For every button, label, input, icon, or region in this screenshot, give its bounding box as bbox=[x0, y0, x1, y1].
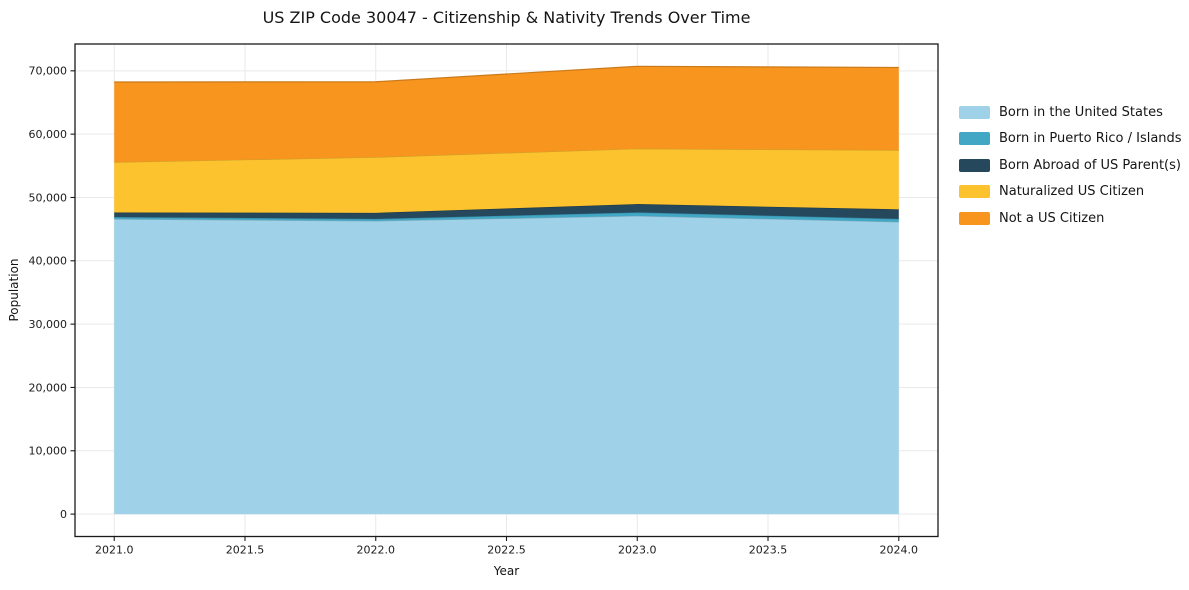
y-tick-label: 70,000 bbox=[29, 65, 68, 78]
legend-swatch-icon bbox=[959, 132, 990, 146]
legend: Born in the United States Born in Puerto … bbox=[959, 99, 1182, 232]
area-series-4-edge bbox=[114, 65, 899, 83]
x-axis-label: Year bbox=[493, 564, 520, 578]
legend-item-0: Born in the United States bbox=[959, 99, 1182, 126]
y-tick-label: 50,000 bbox=[29, 191, 68, 204]
y-tick-label: 0 bbox=[60, 508, 67, 521]
legend-item-3: Naturalized US Citizen bbox=[959, 179, 1182, 206]
legend-label: Born in the United States bbox=[999, 104, 1163, 120]
legend-label: Not a US Citizen bbox=[999, 210, 1105, 226]
legend-item-4: Not a US Citizen bbox=[959, 205, 1182, 232]
legend-swatch-icon bbox=[959, 185, 990, 199]
legend-swatch-icon bbox=[959, 158, 990, 172]
chart-title: US ZIP Code 30047 - Citizenship & Nativi… bbox=[262, 8, 751, 27]
area-series-3 bbox=[114, 148, 899, 213]
y-tick-label: 40,000 bbox=[29, 255, 68, 268]
legend-label: Naturalized US Citizen bbox=[999, 184, 1145, 200]
legend-swatch-icon bbox=[959, 211, 990, 225]
y-tick-label: 20,000 bbox=[29, 381, 68, 394]
area-series-4 bbox=[114, 66, 899, 163]
legend-label: Born Abroad of US Parent(s) bbox=[999, 157, 1181, 173]
y-tick-label: 10,000 bbox=[29, 445, 68, 458]
legend-label: Born in Puerto Rico / Islands bbox=[999, 131, 1182, 147]
legend-item-2: Born Abroad of US Parent(s) bbox=[959, 152, 1182, 179]
area-series-1 bbox=[114, 212, 899, 222]
x-tick-label: 2022.5 bbox=[487, 544, 526, 557]
x-tick-label: 2021.5 bbox=[226, 544, 265, 557]
legend-swatch-icon bbox=[959, 105, 990, 119]
area-series-0 bbox=[114, 215, 899, 515]
x-tick-label: 2024.0 bbox=[880, 544, 919, 557]
x-tick-label: 2022.0 bbox=[356, 544, 395, 557]
area-series-2 bbox=[114, 204, 899, 219]
x-tick-label: 2023.0 bbox=[618, 544, 657, 557]
y-tick-label: 30,000 bbox=[29, 318, 68, 331]
y-tick-label: 60,000 bbox=[29, 128, 68, 141]
x-tick-label: 2023.5 bbox=[749, 544, 788, 557]
legend-item-1: Born in Puerto Rico / Islands bbox=[959, 126, 1182, 153]
x-tick-label: 2021.0 bbox=[95, 544, 134, 557]
